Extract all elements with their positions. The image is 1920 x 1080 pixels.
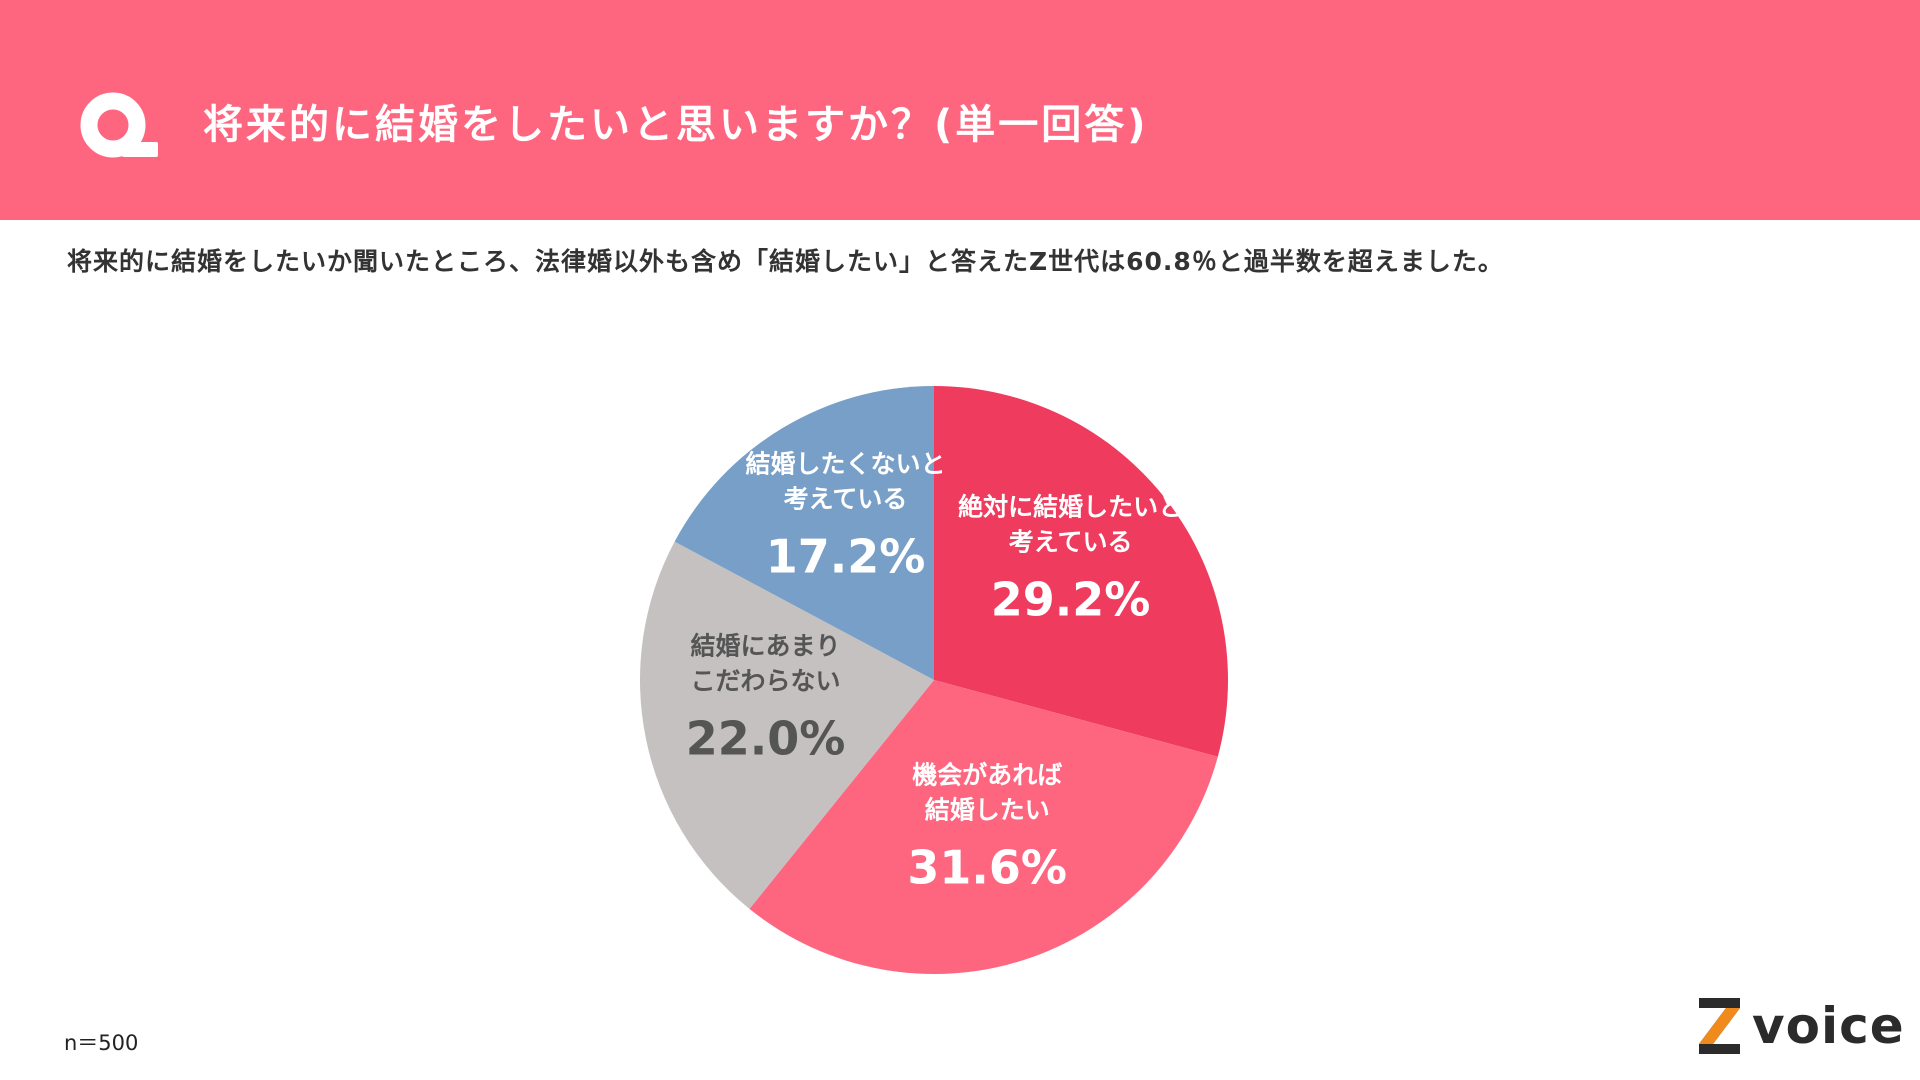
pie-slice-0 [934,386,1228,757]
summary-text: 将来的に結婚をしたいか聞いたところ、法律婚以外も含め「結婚したい」と答えたZ世代… [67,247,1504,276]
z-logo-icon [1699,998,1740,1054]
pie-slice-1 [749,680,1218,974]
page-title: 将来的に結婚をしたいと思いますか？(単一回答) [203,102,1149,148]
pie-label-line1-0: 絶対に結婚したいと [958,492,1183,521]
pie-value-label-2: 22.0% [686,711,846,765]
header-banner: 将来的に結婚をしたいと思いますか？(単一回答) [0,0,1920,220]
pie-label-line2-3: 考えている [784,485,908,514]
pie-label-line2-1: 結婚したい [925,796,1050,825]
pie-value-label-0: 29.2% [991,572,1151,626]
pie-label-line2-0: 考えている [1009,527,1133,556]
pie-label-line1-1: 機会があれば [912,761,1062,790]
pie-label-line2-2: こだわらない [690,666,840,695]
question-q-icon [80,92,158,158]
sample-size: n＝500 [64,1031,139,1055]
logo-wordmark: voice [1752,997,1905,1055]
pie-label-line1-2: 結婚にあまり [690,631,840,660]
pie-slice-2 [640,541,934,909]
pie-value-label-3: 17.2% [766,530,926,584]
pie-value-label-1: 31.6% [907,841,1067,895]
pie-slice-3 [674,386,934,680]
zvoice-logo: voice [1696,995,1910,1057]
pie-label-line1-3: 結婚したくないと [745,450,945,479]
